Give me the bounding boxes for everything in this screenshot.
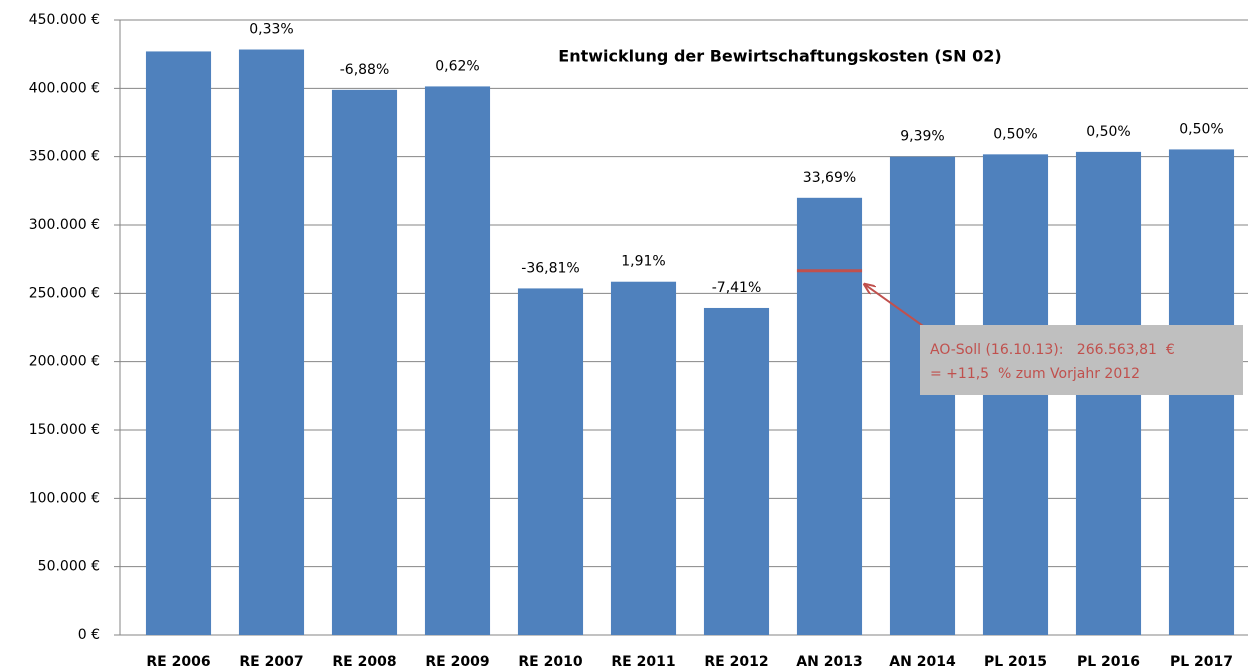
- bar: [796, 197, 863, 635]
- x-tick-label: PL 2017: [1170, 654, 1233, 670]
- x-tick-label: RE 2008: [332, 654, 396, 670]
- bar: [517, 288, 584, 635]
- bar: [889, 156, 956, 635]
- y-tick-label: 150.000 €: [29, 422, 100, 438]
- x-tick-label: RE 2011: [611, 654, 675, 670]
- change-label: -36,81%: [521, 260, 579, 276]
- annotation-text: AO-Soll (16.10.13): 266.563,81 €: [930, 342, 1175, 358]
- change-label: 1,91%: [621, 254, 665, 270]
- y-tick-label: 0 €: [78, 627, 100, 643]
- x-tick-label: PL 2015: [984, 654, 1047, 670]
- x-tick-label: RE 2012: [704, 654, 768, 670]
- bar: [331, 89, 398, 635]
- x-tick-label: AN 2013: [796, 654, 862, 670]
- x-tick-label: PL 2016: [1077, 654, 1140, 670]
- x-tick-label: RE 2006: [146, 654, 210, 670]
- y-tick-label: 250.000 €: [29, 285, 100, 301]
- change-label: 33,69%: [803, 170, 856, 186]
- y-tick-label: 200.000 €: [29, 354, 100, 370]
- change-label: 0,50%: [993, 126, 1037, 142]
- x-tick-label: RE 2009: [425, 654, 489, 670]
- annotation-box: [920, 325, 1243, 395]
- y-tick-label: 350.000 €: [29, 149, 100, 165]
- y-tick-label: 450.000 €: [29, 12, 100, 28]
- change-label: 9,39%: [900, 129, 944, 145]
- annotation-text: = +11,5 % zum Vorjahr 2012: [930, 366, 1140, 382]
- bar: [610, 281, 677, 635]
- y-tick-label: 100.000 €: [29, 490, 100, 506]
- y-tick-label: 400.000 €: [29, 80, 100, 96]
- y-tick-label: 300.000 €: [29, 217, 100, 233]
- change-label: 0,62%: [435, 58, 479, 74]
- x-tick-label: RE 2010: [518, 654, 582, 670]
- change-label: -7,41%: [712, 280, 762, 296]
- change-label: 0,33%: [249, 22, 293, 38]
- change-label: 0,50%: [1086, 124, 1130, 140]
- change-label: -6,88%: [340, 62, 390, 78]
- chart-title: Entwicklung der Bewirtschaftungskosten (…: [558, 47, 1001, 66]
- bar: [703, 307, 770, 635]
- bar: [424, 86, 491, 636]
- x-tick-label: RE 2007: [239, 654, 303, 670]
- x-tick-label: AN 2014: [889, 654, 956, 670]
- y-tick-label: 50.000 €: [38, 559, 100, 575]
- change-label: 0,50%: [1179, 121, 1223, 137]
- bar: [238, 49, 305, 635]
- bar: [145, 51, 212, 635]
